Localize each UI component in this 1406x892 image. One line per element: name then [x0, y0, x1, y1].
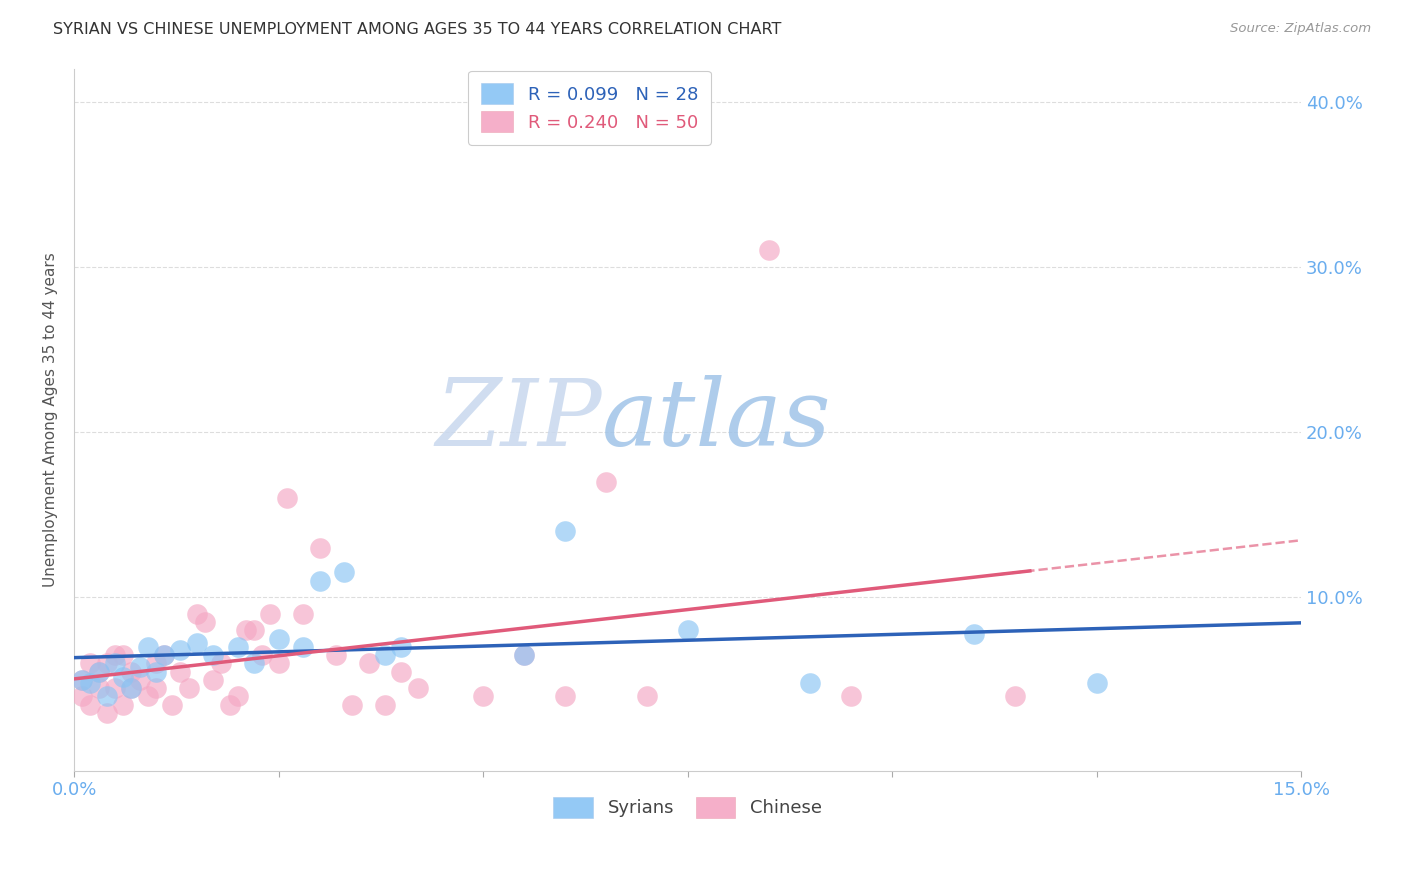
Point — [308, 574, 330, 588]
Point — [79, 698, 101, 712]
Point — [104, 648, 127, 662]
Point — [218, 698, 240, 712]
Point — [104, 681, 127, 695]
Point — [202, 648, 225, 662]
Point — [243, 657, 266, 671]
Point — [267, 657, 290, 671]
Point — [209, 657, 232, 671]
Point — [1004, 690, 1026, 704]
Point — [308, 541, 330, 555]
Point — [292, 640, 315, 654]
Point — [799, 676, 821, 690]
Point — [153, 648, 176, 662]
Point — [177, 681, 200, 695]
Point — [87, 665, 110, 679]
Point — [357, 657, 380, 671]
Point — [839, 690, 862, 704]
Point — [136, 640, 159, 654]
Point — [243, 624, 266, 638]
Point — [112, 669, 135, 683]
Point — [87, 665, 110, 679]
Text: ZIP: ZIP — [434, 375, 602, 465]
Point — [72, 673, 94, 687]
Point — [758, 244, 780, 258]
Point — [276, 491, 298, 505]
Text: SYRIAN VS CHINESE UNEMPLOYMENT AMONG AGES 35 TO 44 YEARS CORRELATION CHART: SYRIAN VS CHINESE UNEMPLOYMENT AMONG AGE… — [53, 22, 782, 37]
Point — [96, 690, 118, 704]
Point — [554, 524, 576, 538]
Point — [389, 665, 412, 679]
Point — [79, 657, 101, 671]
Point — [389, 640, 412, 654]
Point — [342, 698, 364, 712]
Point — [374, 648, 396, 662]
Point — [676, 624, 699, 638]
Point — [153, 648, 176, 662]
Point — [325, 648, 347, 662]
Point — [513, 648, 536, 662]
Point — [169, 665, 191, 679]
Text: atlas: atlas — [602, 375, 831, 465]
Point — [333, 566, 356, 580]
Y-axis label: Unemployment Among Ages 35 to 44 years: Unemployment Among Ages 35 to 44 years — [44, 252, 58, 587]
Point — [259, 607, 281, 621]
Point — [963, 626, 986, 640]
Point — [162, 698, 184, 712]
Point — [292, 607, 315, 621]
Point — [112, 648, 135, 662]
Point — [79, 676, 101, 690]
Point — [267, 632, 290, 646]
Point — [235, 624, 257, 638]
Point — [145, 665, 167, 679]
Point — [87, 681, 110, 695]
Point — [120, 681, 142, 695]
Point — [128, 659, 150, 673]
Point — [72, 673, 94, 687]
Point — [120, 665, 142, 679]
Point — [636, 690, 658, 704]
Point — [145, 657, 167, 671]
Point — [104, 657, 127, 671]
Legend: Syrians, Chinese: Syrians, Chinese — [546, 789, 830, 825]
Point — [169, 643, 191, 657]
Point — [112, 698, 135, 712]
Point — [72, 690, 94, 704]
Point — [136, 690, 159, 704]
Point — [595, 475, 617, 489]
Point — [202, 673, 225, 687]
Point — [1085, 676, 1108, 690]
Point — [472, 690, 495, 704]
Point — [374, 698, 396, 712]
Point — [194, 615, 217, 629]
Point — [513, 648, 536, 662]
Point — [120, 681, 142, 695]
Point — [96, 657, 118, 671]
Point — [252, 648, 274, 662]
Point — [226, 640, 249, 654]
Point — [96, 706, 118, 720]
Point — [186, 607, 208, 621]
Point — [406, 681, 429, 695]
Point — [128, 673, 150, 687]
Point — [186, 636, 208, 650]
Point — [226, 690, 249, 704]
Point — [145, 681, 167, 695]
Text: Source: ZipAtlas.com: Source: ZipAtlas.com — [1230, 22, 1371, 36]
Point — [554, 690, 576, 704]
